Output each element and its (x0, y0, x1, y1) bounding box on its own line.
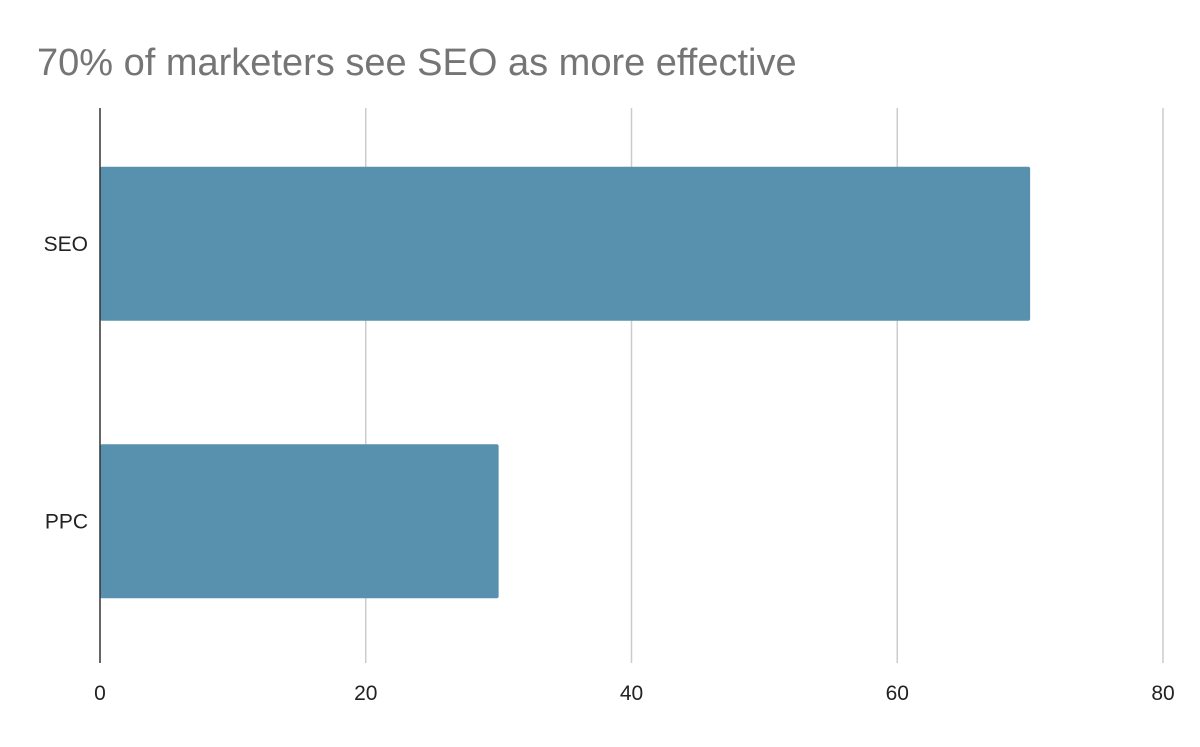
x-tick-label-60: 60 (886, 682, 909, 705)
x-tick-label-80: 80 (1151, 682, 1174, 705)
x-tick-label-40: 40 (620, 682, 643, 705)
category-label-ppc: PPC (45, 510, 88, 533)
x-tick-label-20: 20 (354, 682, 377, 705)
x-tick-label-0: 0 (94, 682, 106, 705)
category-labels: SEO PPC (44, 233, 88, 534)
bar-seo (100, 166, 1031, 321)
bars (100, 166, 1031, 599)
x-tick-labels: 0 20 40 60 80 (94, 682, 1175, 705)
category-label-seo: SEO (44, 233, 88, 256)
bar-ppc (100, 444, 499, 599)
chart-title: 70% of marketers see SEO as more effecti… (37, 42, 797, 84)
